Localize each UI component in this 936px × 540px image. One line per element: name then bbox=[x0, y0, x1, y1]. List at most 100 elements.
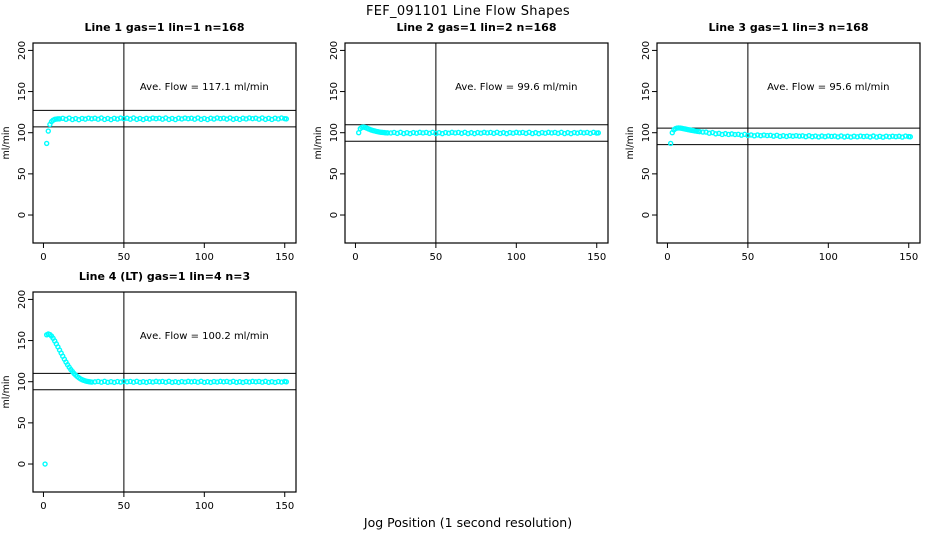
y-tick-label: 50 bbox=[329, 167, 340, 180]
data-point bbox=[713, 131, 719, 137]
x-tick-label: 0 bbox=[40, 501, 46, 512]
data-point bbox=[45, 128, 51, 134]
x-tick-label: 50 bbox=[430, 252, 443, 263]
y-tick-label: 200 bbox=[641, 41, 652, 60]
x-tick-label: 100 bbox=[195, 252, 214, 263]
data-point bbox=[420, 130, 426, 136]
y-tick-label: 150 bbox=[641, 82, 652, 101]
subplot-title-line-1: Line 1 gas=1 lin=1 n=168 bbox=[84, 21, 245, 34]
plot-canvas-line-3: ml/min 0 50 100 150 0 50 100 150 200 Ave. Flow = … bbox=[625, 41, 921, 263]
y-tick-label: 150 bbox=[329, 82, 340, 101]
data-point bbox=[249, 115, 256, 122]
data-point bbox=[355, 130, 362, 136]
y-tick-label: 50 bbox=[17, 416, 28, 429]
data-point bbox=[185, 378, 191, 385]
data-point bbox=[92, 379, 98, 385]
data-point bbox=[667, 140, 674, 147]
data-point bbox=[388, 130, 394, 136]
x-tick-label: 150 bbox=[275, 501, 294, 512]
ave-flow-annotation: Ave. Flow = 100.2 ml/min bbox=[140, 331, 269, 342]
data-points bbox=[355, 124, 602, 137]
plot-canvas-line-1: ml/min 0 50 100 150 0 50 100 150 200 Ave. Flow = … bbox=[1, 41, 297, 263]
plot-canvas-line-2: ml/min 0 50 100 150 0 50 100 150 200 Ave. Flow = … bbox=[313, 41, 609, 263]
data-point bbox=[121, 116, 127, 122]
data-point bbox=[825, 133, 832, 139]
data-point bbox=[796, 133, 803, 139]
x-tick-label: 0 bbox=[352, 252, 358, 263]
data-point bbox=[89, 379, 95, 385]
subplot-title-line-2: Line 2 gas=1 lin=2 n=168 bbox=[396, 21, 557, 34]
data-point bbox=[249, 378, 256, 385]
y-tick-label: 150 bbox=[17, 82, 28, 101]
y-tick-label: 150 bbox=[17, 331, 28, 350]
data-point bbox=[764, 132, 770, 139]
x-tick-label: 150 bbox=[587, 252, 606, 263]
y-tick-label: 0 bbox=[641, 212, 652, 218]
plot-box bbox=[344, 42, 609, 244]
y-axis-label: ml/min bbox=[1, 375, 12, 408]
x-tick-label: 50 bbox=[118, 501, 131, 512]
y-tick-label: 0 bbox=[329, 212, 340, 218]
y-tick-label: 0 bbox=[17, 212, 28, 218]
data-point bbox=[581, 130, 587, 136]
y-tick-label: 50 bbox=[641, 167, 652, 180]
data-point bbox=[700, 129, 706, 135]
data-point bbox=[732, 131, 738, 138]
data-point bbox=[188, 379, 195, 385]
data-point bbox=[283, 116, 290, 122]
data-point bbox=[452, 130, 458, 136]
data-point bbox=[220, 379, 227, 385]
y-tick-label: 50 bbox=[17, 167, 28, 180]
x-tick-label: 0 bbox=[664, 252, 670, 263]
data-point bbox=[153, 378, 159, 385]
ave-flow-annotation: Ave. Flow = 95.6 ml/min bbox=[767, 82, 889, 93]
data-point bbox=[146, 378, 153, 385]
data-point bbox=[889, 133, 896, 139]
x-tick-label: 100 bbox=[819, 252, 838, 263]
data-point bbox=[211, 378, 217, 385]
data-point bbox=[902, 133, 909, 139]
plot-box bbox=[32, 42, 297, 244]
data-point bbox=[243, 378, 249, 385]
data-point bbox=[696, 128, 703, 135]
data-points bbox=[43, 115, 290, 147]
data-point bbox=[253, 379, 259, 385]
plot-box bbox=[32, 291, 297, 493]
data-point bbox=[179, 378, 185, 385]
y-tick-label: 100 bbox=[17, 372, 28, 391]
subplot-title-line-3: Line 3 gas=1 lin=3 n=168 bbox=[708, 21, 869, 34]
data-point bbox=[907, 134, 914, 140]
x-tick-label: 100 bbox=[507, 252, 526, 263]
y-axis-label: ml/min bbox=[625, 126, 636, 159]
data-point bbox=[43, 140, 50, 147]
y-tick-label: 100 bbox=[329, 123, 340, 142]
data-point bbox=[384, 130, 391, 136]
x-tick-label: 50 bbox=[118, 252, 131, 263]
data-point bbox=[857, 133, 864, 139]
data-point bbox=[484, 130, 491, 136]
data-point bbox=[595, 130, 602, 136]
subplot-line-3: ml/min 0 50 100 150 0 50 100 150 200 Ave. Flow = … bbox=[624, 20, 936, 268]
data-points bbox=[667, 125, 914, 147]
data-point bbox=[793, 132, 799, 139]
data-point bbox=[828, 133, 835, 140]
ave-flow-annotation: Ave. Flow = 117.1 ml/min bbox=[140, 82, 269, 93]
subplot-line-1: ml/min 0 50 100 150 0 50 100 150 200 Ave. Flow = … bbox=[0, 20, 312, 268]
data-points bbox=[42, 331, 290, 467]
data-point bbox=[893, 133, 899, 140]
data-point bbox=[861, 133, 867, 140]
subplot-line-2: ml/min 0 50 100 150 0 50 100 150 200 Ave. Flow = … bbox=[312, 20, 624, 268]
data-point bbox=[156, 379, 162, 385]
data-point bbox=[121, 378, 127, 385]
x-tick-label: 150 bbox=[275, 252, 294, 263]
y-axis-label: ml/min bbox=[1, 126, 12, 159]
data-point bbox=[283, 379, 290, 385]
plot-box bbox=[656, 42, 921, 244]
plot-canvas-line-4: ml/min 0 50 100 150 0 50 100 150 200 Ave. Flow = … bbox=[1, 290, 297, 512]
data-point bbox=[516, 130, 523, 136]
figure-title: FEF_091101 Line Flow Shapes bbox=[365, 4, 571, 19]
y-tick-label: 100 bbox=[641, 123, 652, 142]
subplot-line-4: ml/min 0 50 100 150 0 50 100 150 200 Ave. Flow = … bbox=[0, 269, 312, 517]
x-tick-label: 50 bbox=[742, 252, 755, 263]
x-axis-label: Jog Position (1 second resolution) bbox=[363, 515, 573, 530]
